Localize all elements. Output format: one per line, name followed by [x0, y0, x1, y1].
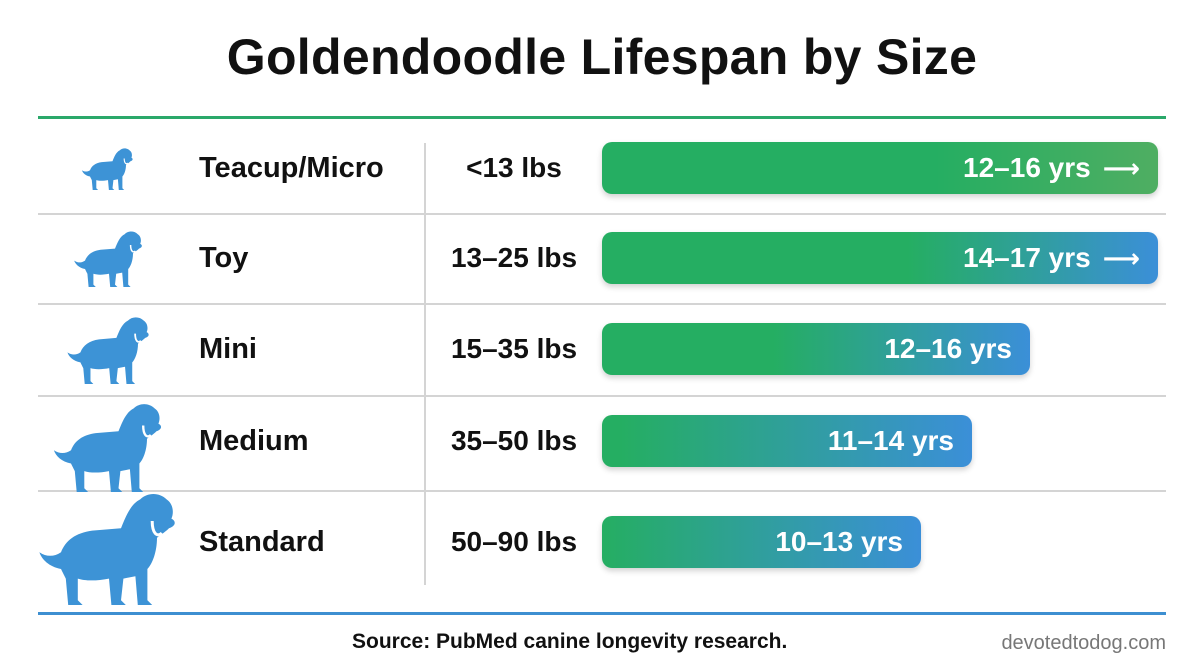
lifespan-bar: 12–16 yrs ⟶	[602, 142, 1158, 194]
table-row: Toy 13–25 lbs 14–17 yrs ⟶	[0, 228, 1204, 288]
weight-label: <13 lbs	[466, 152, 562, 183]
weight-label: 13–25 lbs	[450, 242, 578, 273]
row-divider	[38, 395, 1166, 397]
dog-icon	[73, 231, 142, 287]
bar-data-label: 11–14 yrs	[827, 425, 954, 456]
size-label: Standard	[199, 526, 325, 558]
arrow-icon: ⟶	[1102, 242, 1140, 273]
bar-data-label: 10–13 yrs	[775, 526, 903, 557]
bottom-rule	[38, 612, 1166, 615]
lifespan-bar: 10–13 yrs	[602, 516, 921, 568]
bar-data-label: 12–16 yrs	[884, 333, 1012, 364]
row-divider	[38, 490, 1166, 492]
row-divider	[38, 303, 1166, 305]
source-note: Source: PubMed canine longevity research…	[352, 630, 788, 653]
size-label: Teacup/Micro	[199, 152, 384, 184]
chart-title: Goldendoodle Lifespan by Size	[226, 29, 978, 85]
row-divider	[38, 213, 1166, 215]
weight-label: 15–35 lbs	[450, 333, 578, 364]
bar-data-label: 12–16 yrs	[963, 152, 1091, 183]
table-row: Mini 15–35 lbs 12–16 yrs	[0, 316, 1204, 384]
dog-icon	[66, 316, 149, 384]
lifespan-bar: 14–17 yrs ⟶	[602, 232, 1158, 284]
dog-icon	[53, 403, 161, 492]
top-rule	[38, 116, 1166, 119]
weight-label: 35–50 lbs	[450, 425, 578, 456]
bar-data-label: 14–17 yrs	[963, 242, 1091, 273]
dog-icon	[82, 147, 134, 190]
size-label: Medium	[199, 425, 309, 457]
dog-icon	[39, 493, 175, 605]
size-label: Toy	[199, 242, 249, 274]
table-row: Teacup/Micro <13 lbs 12–16 yrs ⟶	[0, 138, 1204, 198]
weight-label: 50–90 lbs	[450, 526, 578, 557]
table-row: Standard 50–90 lbs 10–13 yrs	[0, 493, 1204, 605]
column-divider	[424, 143, 426, 585]
size-label: Mini	[199, 333, 257, 365]
site-credit: devotedtodog.com	[1001, 632, 1166, 654]
table-row: Medium 35–50 lbs 11–14 yrs	[0, 403, 1204, 492]
arrow-icon: ⟶	[1102, 152, 1140, 183]
lifespan-bar: 12–16 yrs	[602, 323, 1030, 375]
lifespan-bar: 11–14 yrs	[602, 415, 972, 467]
